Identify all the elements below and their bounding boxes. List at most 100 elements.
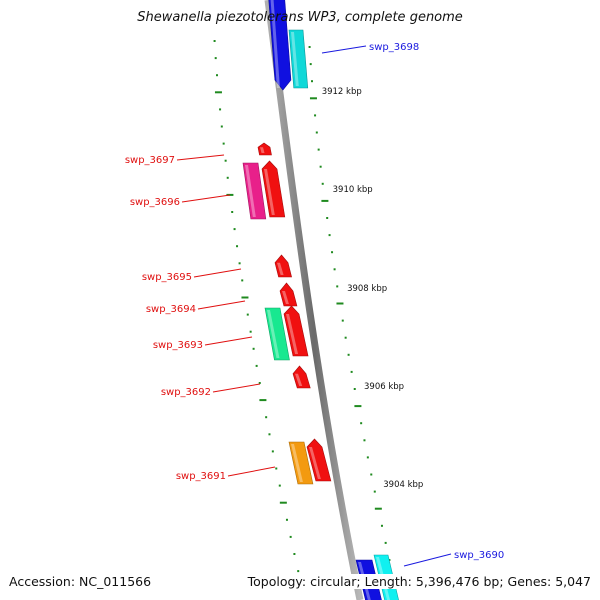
gene-feature-swp_3697[interactable] <box>257 142 272 156</box>
gene-body <box>274 254 292 278</box>
minor-tick <box>363 439 366 442</box>
gene-highlight <box>267 310 280 358</box>
features-layer <box>242 0 399 600</box>
gene-leader-line <box>227 466 276 477</box>
minor-tick <box>314 114 317 117</box>
gene-body <box>306 438 332 482</box>
minor-tick <box>326 217 329 219</box>
gene-label-swp_3691[interactable]: swp_3691 <box>176 471 226 482</box>
gene-body <box>264 307 290 361</box>
gene-label-swp_3696[interactable]: swp_3696 <box>130 197 180 208</box>
gene-body <box>279 282 298 307</box>
gene-feature-swp_3692[interactable] <box>292 365 311 389</box>
gene-leader-line <box>176 154 225 161</box>
minor-tick <box>311 80 314 83</box>
minor-tick <box>278 484 281 487</box>
minor-tick <box>384 541 387 544</box>
gene-highlight <box>270 0 280 88</box>
minor-tick <box>271 450 274 453</box>
major-tick <box>259 399 267 402</box>
minor-tick <box>238 262 241 265</box>
minor-tick <box>275 467 278 470</box>
minor-tick <box>219 108 222 111</box>
minor-tick <box>289 535 292 538</box>
minor-tick <box>231 211 234 213</box>
gene-feature-swp_3694[interactable] <box>279 282 298 307</box>
gene-label-swp_3692[interactable]: swp_3692 <box>161 387 211 398</box>
right-tick-track <box>308 46 395 579</box>
minor-tick <box>360 422 363 425</box>
gene-feature-swp_3691-orange[interactable] <box>288 441 314 485</box>
gene-feature-swp_3693-green[interactable] <box>264 307 290 361</box>
gene-label-swp_3693[interactable]: swp_3693 <box>153 340 203 351</box>
minor-tick <box>366 456 369 459</box>
gene-body <box>292 365 311 389</box>
minor-tick <box>317 148 320 151</box>
gene-label-swp_3694[interactable]: swp_3694 <box>146 304 196 315</box>
minor-tick <box>333 268 336 271</box>
minor-tick <box>309 63 312 66</box>
minor-tick <box>315 131 318 134</box>
gene-feature-swp_3696-magenta[interactable] <box>242 162 267 220</box>
gene-label-swp_3690[interactable]: swp_3690 <box>454 550 504 561</box>
gene-label-swp_3698[interactable]: swp_3698 <box>369 42 419 53</box>
minor-tick <box>246 313 249 316</box>
gene-feature-swp_3693-red[interactable] <box>283 305 309 357</box>
gene-highlight <box>291 32 299 86</box>
gene-highlight <box>295 373 303 386</box>
gene-highlight <box>264 169 275 215</box>
gene-feature-swp_3696-red[interactable] <box>261 160 286 218</box>
major-tick <box>214 91 222 94</box>
gene-highlight <box>260 147 265 153</box>
minor-tick <box>220 125 223 128</box>
gene-label-swp_3695[interactable]: swp_3695 <box>142 272 192 283</box>
major-tick <box>354 405 362 408</box>
gene-leader-line <box>403 553 452 567</box>
gene-feature-swp_3695[interactable] <box>274 254 292 278</box>
gene-leader-line <box>204 336 253 346</box>
minor-tick <box>249 330 252 333</box>
major-tick <box>309 97 317 100</box>
minor-tick <box>347 353 350 356</box>
gene-feature-swp_3698-cyan[interactable] <box>288 29 309 89</box>
minor-tick <box>380 524 383 527</box>
gene-highlight <box>291 444 303 482</box>
minor-tick <box>328 234 331 237</box>
scale-label: 3904 kbp <box>383 480 423 490</box>
minor-tick <box>222 142 225 145</box>
minor-tick <box>353 388 356 390</box>
gene-body <box>288 441 314 485</box>
labels-layer: swp_3698 swp_3697 swp_3696 swp_3695 swp_3694… <box>125 42 504 567</box>
gene-highlight <box>309 447 321 479</box>
minor-tick <box>224 159 227 162</box>
scale-label: 3908 kbp <box>347 284 387 294</box>
gene-body <box>257 142 272 156</box>
gene-body <box>261 160 286 218</box>
topology-summary: Topology: circular; Length: 5,396,476 bp… <box>247 574 591 589</box>
minor-tick <box>331 251 334 254</box>
minor-tick <box>350 370 353 373</box>
accession-text: Accession: NC_011566 <box>9 574 152 589</box>
major-tick <box>321 199 329 202</box>
gene-leader-line <box>181 194 231 203</box>
genome-title: Shewanella piezotolerans WP3, complete g… <box>137 10 463 25</box>
minor-tick <box>258 382 261 384</box>
minor-tick <box>214 57 217 60</box>
gene-feature-swp_3698-blue[interactable] <box>268 0 292 91</box>
major-tick <box>336 302 344 305</box>
gene-label-swp_3697[interactable]: swp_3697 <box>125 155 175 166</box>
minor-tick <box>265 416 268 419</box>
minor-tick <box>285 518 288 521</box>
scale-label: 3912 kbp <box>322 87 362 97</box>
gene-highlight <box>286 314 299 354</box>
major-tick <box>279 501 287 504</box>
gene-body <box>242 162 267 220</box>
minor-tick <box>319 165 322 168</box>
gene-feature-swp_3691-red[interactable] <box>306 438 332 482</box>
minor-tick <box>293 553 296 555</box>
minor-tick <box>268 433 271 436</box>
minor-tick <box>341 319 344 322</box>
major-tick <box>374 507 382 510</box>
minor-tick <box>373 490 376 493</box>
minor-tick <box>241 279 244 282</box>
